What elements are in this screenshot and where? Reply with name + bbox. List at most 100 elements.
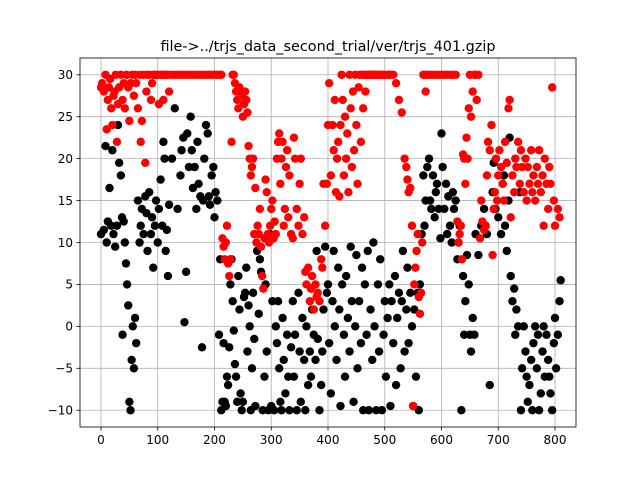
data-point: [343, 129, 352, 138]
data-point: [99, 225, 109, 235]
data-point: [130, 313, 140, 323]
data-point: [110, 242, 120, 251]
data-point: [282, 330, 292, 339]
data-point: [370, 322, 379, 331]
data-point: [280, 204, 290, 214]
data-point: [526, 146, 536, 155]
data-point: [274, 364, 284, 373]
data-point: [121, 259, 131, 268]
data-point: [272, 338, 282, 348]
data-point: [464, 104, 473, 113]
data-point: [301, 406, 310, 415]
data-point: [353, 179, 362, 188]
data-point: [298, 313, 307, 323]
data-point: [393, 313, 402, 323]
data-point: [345, 347, 354, 356]
data-point: [340, 112, 350, 121]
data-point: [242, 95, 251, 105]
data-point: [285, 171, 294, 180]
data-point: [324, 78, 334, 88]
grid-lines: [80, 58, 576, 427]
data-point: [506, 213, 515, 222]
data-point: [337, 70, 346, 79]
data-point: [538, 347, 547, 356]
data-point: [295, 347, 304, 356]
data-point: [542, 330, 551, 339]
data-point: [256, 242, 266, 251]
data-point: [543, 355, 553, 365]
x-tick-label: 800: [544, 433, 567, 447]
data-point: [545, 162, 554, 172]
data-point: [461, 179, 470, 188]
data-point: [254, 309, 263, 318]
data-point: [261, 175, 270, 184]
data-point: [97, 78, 107, 88]
data-point: [273, 297, 283, 306]
data-point: [451, 196, 460, 205]
data-point: [455, 229, 464, 239]
data-point: [485, 380, 494, 390]
data-point: [490, 187, 500, 197]
data-point: [240, 288, 250, 298]
data-point: [377, 406, 387, 415]
data-point: [363, 246, 372, 256]
data-point: [346, 104, 355, 113]
data-point: [332, 355, 341, 365]
data-point: [534, 406, 544, 415]
data-point: [289, 133, 299, 142]
data-point: [540, 154, 549, 163]
y-tick-label: −5: [55, 362, 73, 376]
data-point: [528, 187, 537, 197]
data-point: [147, 213, 157, 222]
data-point: [328, 120, 337, 130]
data-point: [253, 221, 262, 230]
data-point: [505, 95, 514, 105]
data-point: [201, 120, 211, 130]
data-point: [295, 179, 304, 188]
x-tick-label: 600: [430, 433, 453, 447]
data-point: [380, 297, 389, 306]
y-tick-label: 15: [58, 194, 73, 208]
data-point: [209, 162, 218, 172]
data-point: [259, 284, 268, 293]
data-point: [474, 70, 483, 79]
data-point: [539, 221, 548, 230]
data-point: [533, 179, 543, 188]
data-point: [318, 263, 327, 272]
data-point: [428, 171, 438, 180]
data-point: [229, 326, 238, 335]
data-point: [320, 242, 330, 251]
y-tick-label: 0: [65, 320, 73, 334]
data-point: [448, 187, 458, 197]
data-point: [355, 297, 364, 306]
data-point: [229, 70, 238, 79]
data-point: [402, 305, 411, 314]
data-point: [124, 301, 133, 310]
data-point: [186, 112, 195, 121]
data-point: [177, 146, 186, 155]
data-point: [513, 137, 523, 147]
data-point: [129, 91, 139, 100]
data-point: [536, 187, 546, 197]
x-tick-label: 300: [260, 433, 283, 447]
data-point: [440, 204, 449, 214]
data-point: [146, 95, 156, 105]
data-point: [274, 129, 284, 138]
data-point: [236, 389, 245, 398]
data-point: [362, 330, 371, 339]
data-point: [547, 406, 557, 415]
data-point: [530, 196, 540, 205]
data-point: [391, 380, 401, 390]
data-point: [412, 246, 421, 256]
data-point: [271, 322, 280, 331]
data-point: [133, 104, 143, 113]
data-point: [176, 171, 185, 180]
data-point: [193, 137, 202, 147]
data-point: [343, 313, 353, 323]
data-point: [352, 120, 361, 130]
data-point: [416, 288, 426, 298]
data-point: [312, 246, 321, 256]
data-point: [329, 146, 338, 155]
data-point: [109, 229, 118, 239]
data-point: [366, 305, 375, 314]
